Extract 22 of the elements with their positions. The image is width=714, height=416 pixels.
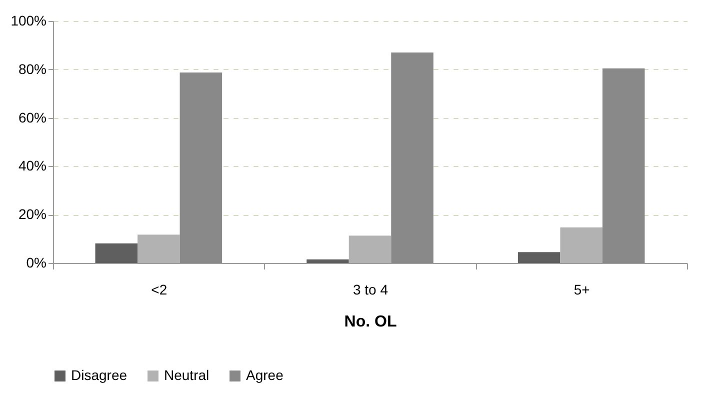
x-tick-label: 5+ bbox=[574, 282, 590, 298]
y-tick-label: 80% bbox=[18, 60, 46, 77]
legend-label: Neutral bbox=[164, 367, 210, 383]
y-tick-label: 60% bbox=[18, 109, 46, 126]
bar bbox=[518, 252, 560, 263]
bar bbox=[306, 259, 349, 263]
x-tick-label: 3 to 4 bbox=[352, 282, 388, 298]
x-axis-title: No. OL bbox=[344, 314, 397, 330]
bar bbox=[95, 243, 138, 263]
bar bbox=[180, 72, 222, 263]
y-tick-label: 100% bbox=[10, 12, 46, 28]
bar bbox=[602, 68, 645, 263]
bar bbox=[560, 227, 602, 263]
y-tick-label: 40% bbox=[18, 158, 46, 174]
y-tick-label: 20% bbox=[18, 206, 46, 222]
x-tick-label: <2 bbox=[151, 282, 168, 298]
bar bbox=[348, 236, 392, 263]
bar bbox=[138, 234, 180, 263]
bar bbox=[391, 52, 434, 263]
y-tick-label: 0% bbox=[26, 254, 46, 270]
legend-label: Disagree bbox=[71, 367, 128, 383]
legend-label: Agree bbox=[246, 367, 284, 383]
